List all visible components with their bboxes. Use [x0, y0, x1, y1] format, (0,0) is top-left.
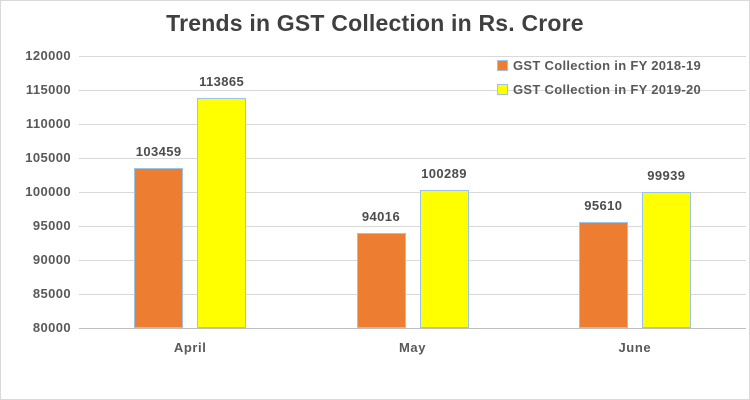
bar-2018-19-april: [134, 168, 184, 328]
bar-2019-20-june: [641, 192, 691, 328]
bar-2019-20-april: [197, 97, 247, 328]
gridline: [79, 55, 746, 57]
y-tick-label: 105000: [25, 150, 71, 165]
y-tick-label: 90000: [32, 252, 71, 267]
gridline: [79, 225, 746, 227]
x-tick-label-may: May: [398, 340, 427, 355]
x-tick-label-june: June: [618, 340, 652, 355]
bar-value-label: 94016: [361, 208, 401, 224]
y-tick-label: 110000: [25, 116, 71, 131]
gridline: [79, 259, 746, 261]
legend-label: GST Collection in FY 2018-19: [513, 57, 702, 73]
x-axis-line: [79, 327, 746, 329]
plot-area: 103459 113865 94016 100289 95610 99939: [79, 55, 746, 329]
bar-value-label: 113865: [199, 73, 245, 89]
bar-value-label: 100289: [421, 166, 467, 182]
gridline: [79, 157, 746, 159]
legend: GST Collection in FY 2018-19 GST Collecti…: [497, 57, 701, 105]
x-tick-label-april: April: [173, 340, 207, 355]
gridline: [79, 89, 746, 91]
bar-value-label: 99939: [647, 168, 686, 184]
bar-2018-19-june: [578, 221, 628, 328]
y-tick-label: 85000: [32, 286, 71, 301]
y-tick-label: 95000: [32, 218, 71, 233]
legend-item: GST Collection in FY 2018-19: [497, 57, 701, 73]
gridline: [79, 191, 746, 193]
legend-label: GST Collection in FY 2019-20: [513, 81, 702, 97]
bar-2018-19-may: [356, 232, 406, 328]
y-tick-label: 115000: [25, 82, 71, 97]
legend-item: GST Collection in FY 2019-20: [497, 81, 701, 97]
gridline: [79, 293, 746, 295]
y-tick-label: 100000: [25, 184, 71, 199]
gridline: [79, 123, 746, 125]
bar-value-label: 103459: [135, 144, 182, 160]
legend-swatch-icon: [497, 83, 508, 95]
bar-value-label: 95610: [584, 197, 623, 213]
bar-2019-20-may: [419, 190, 469, 328]
y-tick-label: 120000: [25, 48, 71, 63]
legend-swatch-icon: [497, 59, 508, 71]
chart-title: Trends in GST Collection in Rs. Crore: [166, 10, 584, 36]
y-tick-label: 80000: [32, 320, 71, 335]
